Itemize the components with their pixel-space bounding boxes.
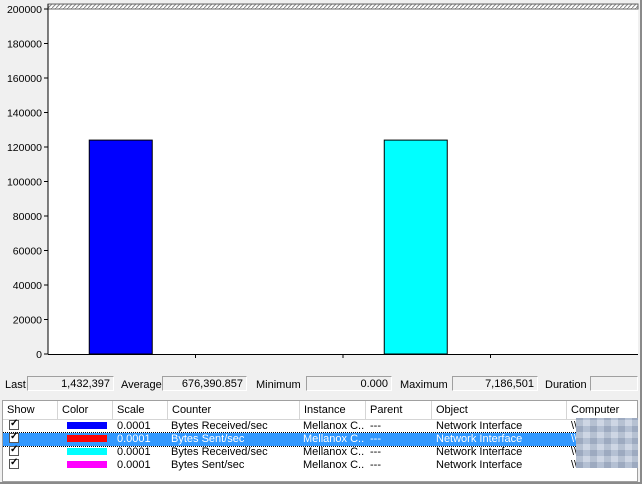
- header-counter[interactable]: Counter: [168, 401, 300, 419]
- duration-label: Duration: [545, 379, 587, 391]
- counter-row[interactable]: 0.0001 Bytes Sent/sec Mellanox C... --- Netw…: [3, 431, 637, 447]
- y-tick-label: 120000: [7, 142, 42, 154]
- computer-cell: \\: [571, 433, 578, 445]
- y-tick-label: 140000: [7, 108, 42, 120]
- object-cell: Network Interface: [436, 446, 523, 458]
- object-cell: Network Interface: [436, 420, 523, 432]
- object-cell: Network Interface: [436, 459, 523, 471]
- instance-cell: Mellanox C...: [303, 446, 365, 458]
- redacted-computer-name: [576, 418, 638, 468]
- y-tick-label: 160000: [7, 73, 42, 85]
- y-tick-label: 180000: [7, 39, 42, 51]
- parent-cell: ---: [370, 433, 381, 445]
- maximum-label: Maximum: [400, 379, 448, 391]
- y-tick-label: 200000: [7, 4, 42, 16]
- color-swatch[interactable]: [67, 422, 107, 429]
- color-swatch[interactable]: [67, 461, 107, 468]
- show-checkbox[interactable]: [9, 444, 19, 456]
- average-label: Average: [121, 379, 162, 391]
- y-tick-label: 100000: [7, 177, 42, 189]
- instance-cell: Mellanox C...: [303, 420, 365, 432]
- maximum-value: 7,186,501: [452, 376, 538, 391]
- header-parent[interactable]: Parent: [366, 401, 432, 419]
- counter-list[interactable]: Show Color Scale Counter Instance Parent…: [2, 400, 638, 482]
- parent-cell: ---: [370, 420, 381, 432]
- y-tick-label: 40000: [13, 280, 42, 292]
- chart-svg: 0 20000 40000 60000 80000 100000 120000 140000 1…: [7, 3, 639, 361]
- show-checkbox[interactable]: [9, 418, 19, 430]
- instance-cell: Mellanox C...: [303, 433, 365, 445]
- color-swatch[interactable]: [67, 448, 107, 455]
- scale-cell: 0.0001: [117, 433, 151, 445]
- minimum-value: 0.000: [306, 376, 392, 391]
- last-label: Last: [5, 379, 26, 391]
- instance-cell: Mellanox C...: [303, 459, 365, 471]
- header-instance[interactable]: Instance: [300, 401, 366, 419]
- header-object[interactable]: Object: [432, 401, 567, 419]
- counter-cell: Bytes Received/sec: [171, 446, 268, 458]
- scale-cell: 0.0001: [117, 446, 151, 458]
- counter-list-header: Show Color Scale Counter Instance Parent…: [3, 401, 637, 420]
- header-computer[interactable]: Computer: [571, 404, 620, 416]
- statistics-bar: Last 1,432,397 Average 676,390.857 Minim…: [0, 374, 640, 394]
- scale-cell: 0.0001: [117, 459, 151, 471]
- overflow-strip: [47, 3, 639, 10]
- counter-cell: Bytes Received/sec: [171, 420, 268, 432]
- parent-cell: ---: [370, 446, 381, 458]
- duration-value: [590, 376, 638, 391]
- last-value: 1,432,397: [27, 376, 114, 391]
- counter-row[interactable]: 0.0001 Bytes Received/sec Mellanox C... ---…: [3, 418, 637, 433]
- counter-row[interactable]: 0.0001 Bytes Sent/sec Mellanox C... --- Netw…: [3, 457, 637, 472]
- header-color[interactable]: Color: [58, 401, 113, 419]
- header-scale[interactable]: Scale: [113, 401, 168, 419]
- histogram-chart[interactable]: 0 20000 40000 60000 80000 100000 120000 140000 1…: [0, 0, 640, 370]
- color-swatch[interactable]: [67, 435, 107, 442]
- show-checkbox[interactable]: [9, 457, 19, 469]
- parent-cell: ---: [370, 459, 381, 471]
- header-show[interactable]: Show: [3, 401, 58, 419]
- minimum-label: Minimum: [256, 379, 301, 391]
- y-tick-label: 0: [36, 349, 42, 361]
- histogram-bar: [383, 139, 448, 355]
- scale-cell: 0.0001: [117, 420, 151, 432]
- object-cell: Network Interface: [436, 433, 523, 445]
- computer-cell: \\: [571, 459, 578, 471]
- average-value: 676,390.857: [162, 376, 247, 391]
- show-checkbox[interactable]: [9, 431, 19, 443]
- y-tick-label: 60000: [13, 246, 42, 258]
- computer-cell: \\: [571, 446, 578, 458]
- y-tick-label: 80000: [13, 211, 42, 223]
- counter-cell: Bytes Sent/sec: [171, 433, 245, 445]
- counter-cell: Bytes Sent/sec: [171, 459, 245, 471]
- histogram-bar: [88, 139, 153, 355]
- computer-cell: \\: [571, 420, 578, 432]
- y-tick-label: 20000: [13, 315, 42, 327]
- counter-row[interactable]: 0.0001 Bytes Received/sec Mellanox C... ---…: [3, 444, 637, 459]
